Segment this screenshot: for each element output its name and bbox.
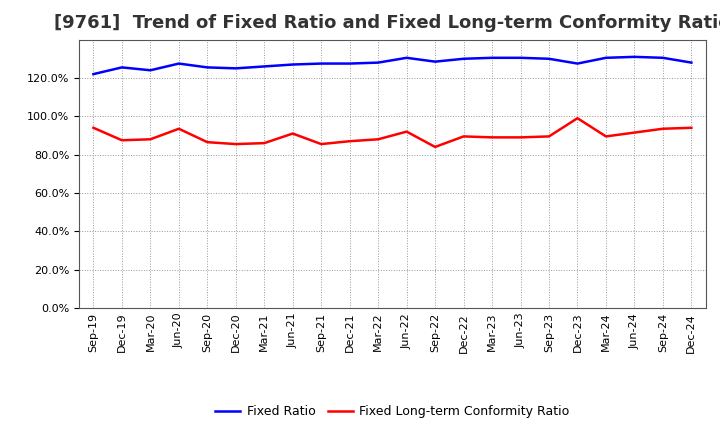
Fixed Ratio xyxy=(289,62,297,67)
Fixed Long-term Conformity Ratio xyxy=(487,135,496,140)
Fixed Ratio xyxy=(630,54,639,59)
Fixed Ratio xyxy=(89,71,98,77)
Fixed Long-term Conformity Ratio xyxy=(203,139,212,145)
Fixed Long-term Conformity Ratio xyxy=(289,131,297,136)
Fixed Long-term Conformity Ratio xyxy=(232,141,240,147)
Fixed Long-term Conformity Ratio xyxy=(402,129,411,134)
Fixed Long-term Conformity Ratio xyxy=(431,144,439,150)
Fixed Long-term Conformity Ratio xyxy=(146,137,155,142)
Fixed Ratio xyxy=(232,66,240,71)
Fixed Ratio xyxy=(346,61,354,66)
Fixed Long-term Conformity Ratio xyxy=(374,137,382,142)
Fixed Ratio xyxy=(659,55,667,60)
Line: Fixed Ratio: Fixed Ratio xyxy=(94,57,691,74)
Fixed Ratio xyxy=(203,65,212,70)
Fixed Long-term Conformity Ratio xyxy=(573,116,582,121)
Fixed Ratio xyxy=(431,59,439,64)
Fixed Long-term Conformity Ratio xyxy=(117,138,126,143)
Fixed Ratio xyxy=(516,55,525,60)
Fixed Long-term Conformity Ratio xyxy=(89,125,98,130)
Title: [9761]  Trend of Fixed Ratio and Fixed Long-term Conformity Ratio: [9761] Trend of Fixed Ratio and Fixed Lo… xyxy=(54,15,720,33)
Fixed Ratio xyxy=(459,56,468,62)
Line: Fixed Long-term Conformity Ratio: Fixed Long-term Conformity Ratio xyxy=(94,118,691,147)
Fixed Long-term Conformity Ratio xyxy=(174,126,183,132)
Fixed Long-term Conformity Ratio xyxy=(602,134,611,139)
Fixed Ratio xyxy=(374,60,382,65)
Fixed Ratio xyxy=(174,61,183,66)
Fixed Long-term Conformity Ratio xyxy=(545,134,554,139)
Fixed Long-term Conformity Ratio xyxy=(317,141,325,147)
Fixed Long-term Conformity Ratio xyxy=(659,126,667,132)
Fixed Long-term Conformity Ratio xyxy=(346,139,354,144)
Legend: Fixed Ratio, Fixed Long-term Conformity Ratio: Fixed Ratio, Fixed Long-term Conformity … xyxy=(210,400,575,423)
Fixed Long-term Conformity Ratio xyxy=(687,125,696,130)
Fixed Ratio xyxy=(317,61,325,66)
Fixed Ratio xyxy=(573,61,582,66)
Fixed Ratio xyxy=(602,55,611,60)
Fixed Ratio xyxy=(117,65,126,70)
Fixed Ratio xyxy=(487,55,496,60)
Fixed Long-term Conformity Ratio xyxy=(516,135,525,140)
Fixed Long-term Conformity Ratio xyxy=(260,140,269,146)
Fixed Long-term Conformity Ratio xyxy=(459,134,468,139)
Fixed Ratio xyxy=(545,56,554,62)
Fixed Ratio xyxy=(402,55,411,60)
Fixed Ratio xyxy=(687,60,696,65)
Fixed Ratio xyxy=(260,64,269,69)
Fixed Ratio xyxy=(146,68,155,73)
Fixed Long-term Conformity Ratio xyxy=(630,130,639,135)
